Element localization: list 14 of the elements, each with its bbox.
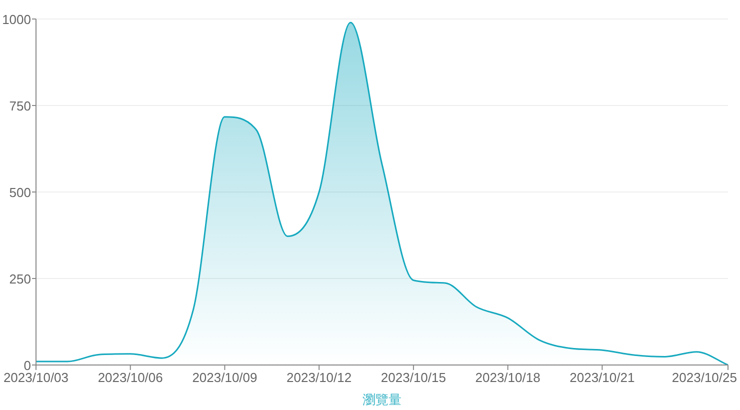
y-tick-label: 0 xyxy=(24,358,31,373)
y-tick-label: 250 xyxy=(9,272,31,286)
x-tick-label: 2023/10/21 xyxy=(570,370,635,385)
x-tick-label: 2023/10/12 xyxy=(286,370,352,385)
x-tick-label: 2023/10/06 xyxy=(98,370,163,385)
x-tick-label: 2023/10/03 xyxy=(3,370,69,385)
y-tick-label: 750 xyxy=(9,98,31,114)
y-tick-label: 500 xyxy=(9,185,31,200)
x-tick-label: 2023/10/25 xyxy=(672,370,737,385)
x-tick-label: 2023/10/15 xyxy=(380,370,446,385)
x-axis-title: 瀏覽量 xyxy=(362,392,402,407)
x-tick-label: 2023/10/18 xyxy=(475,370,540,385)
y-tick-label: 1000 xyxy=(2,12,31,27)
x-tick-label: 2023/10/09 xyxy=(192,370,258,385)
